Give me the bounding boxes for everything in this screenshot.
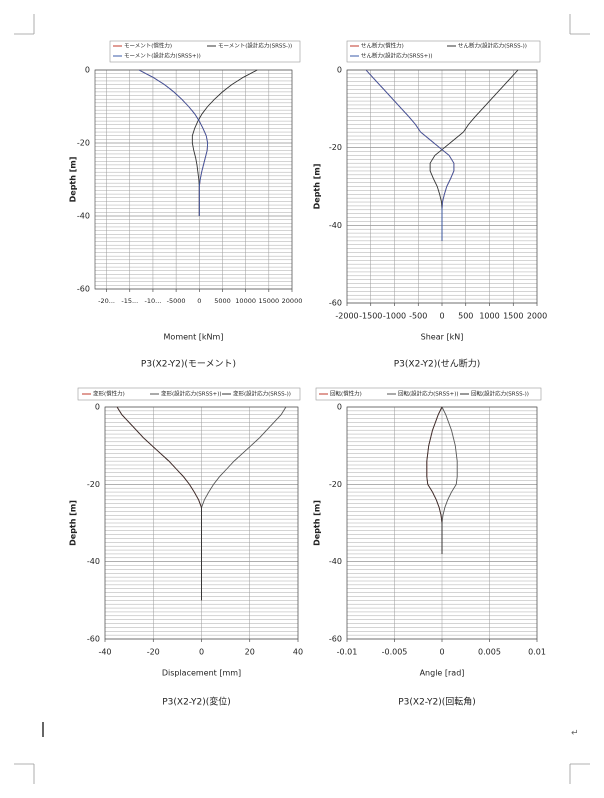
series-line: [138, 69, 209, 216]
x-tick-label: -40: [98, 648, 111, 657]
y-tick-label: -60: [87, 635, 100, 644]
y-axis-label: Depth [m]: [313, 500, 322, 546]
legend-label: 回転(設計応力(SRSS+)): [398, 390, 459, 398]
y-axis-label: Depth [m]: [313, 164, 322, 210]
y-tick-label: -20: [329, 143, 342, 152]
y-tick-label: 0: [337, 403, 342, 412]
legend-label: 回転(慣性力): [330, 390, 362, 398]
x-tick-label: 20000: [282, 297, 303, 305]
y-tick-label: -20: [329, 480, 342, 489]
legend-label: モーメント(設計応力(SRSS+)): [124, 52, 201, 60]
y-tick-label: 0: [337, 66, 342, 75]
x-tick-label: 20: [245, 648, 255, 657]
legend-box: [109, 40, 301, 63]
x-tick-label: 10000: [235, 297, 256, 305]
plot-frame: [94, 69, 293, 290]
series-line: [116, 406, 202, 601]
legend-label: モーメント(慣性力): [124, 42, 172, 50]
series-line: [365, 69, 455, 241]
x-tick-label: -5000: [167, 297, 186, 305]
x-tick-label: 15000: [258, 297, 279, 305]
y-axis-label: Depth [m]: [69, 157, 78, 203]
plot-frame: [346, 69, 538, 304]
y-tick-label: -40: [77, 212, 90, 221]
x-tick-label: 0: [197, 297, 201, 305]
x-axis-label: Displacement [mm]: [162, 669, 241, 678]
y-tick-label: -60: [329, 635, 342, 644]
x-tick-label: 1000: [479, 312, 499, 321]
legend-label: モーメント(設計応力(SRSS-)): [218, 42, 292, 50]
y-tick-label: -40: [329, 221, 342, 230]
chart-caption: P3(X2-Y2)(モーメント): [141, 360, 236, 370]
x-tick-label: -2000: [335, 312, 358, 321]
y-axis-label: Depth [m]: [69, 500, 78, 546]
legend-label: せん断力(設計応力(SRSS+)): [361, 52, 433, 60]
legend-label: 変形(設計応力(SRSS-)): [233, 390, 291, 398]
x-tick-label: -10...: [145, 297, 162, 305]
legend-label: 回転(設計応力(SRSS-)): [471, 390, 529, 398]
series-line: [201, 406, 287, 601]
x-tick-label: 0.005: [478, 648, 501, 657]
legend-label: 変形(慣性力): [93, 390, 125, 398]
chart-caption: P3(X2-Y2)(回転角): [398, 696, 476, 708]
series-line: [426, 406, 443, 554]
x-tick-label: -500: [409, 312, 427, 321]
x-tick-label: 2000: [527, 312, 547, 321]
chart-caption: P3(X2-Y2)(せん断力): [394, 358, 481, 370]
x-tick-label: 0: [439, 648, 444, 657]
y-tick-label: -60: [329, 299, 342, 308]
x-axis-label: Angle [rad]: [420, 669, 465, 678]
x-tick-label: 0: [439, 312, 444, 321]
x-tick-label: -1500: [359, 312, 382, 321]
legend-box: [77, 387, 301, 401]
legend-label: せん断力(設計応力(SRSS-)): [458, 42, 527, 50]
x-tick-label: -15...: [121, 297, 138, 305]
x-tick-label: -1000: [383, 312, 406, 321]
x-tick-label: 0: [199, 648, 204, 657]
plot-frame: [104, 406, 299, 640]
y-tick-label: 0: [95, 403, 100, 412]
x-axis-label: Shear [kN]: [421, 333, 464, 342]
x-tick-label: 500: [458, 312, 473, 321]
crop-marks: [14, 14, 590, 784]
x-tick-label: -0.01: [337, 648, 358, 657]
paragraph-mark: ↵: [571, 729, 579, 739]
series-line: [191, 69, 258, 216]
legend-box: [346, 40, 541, 63]
x-tick-label: 1500: [503, 312, 523, 321]
chart-caption: P3(X2-Y2)(変位): [162, 696, 231, 708]
legend-box: [315, 387, 542, 401]
y-tick-label: -40: [329, 557, 342, 566]
legend-label: せん断力(慣性力): [361, 42, 404, 50]
x-tick-label: 0.01: [528, 648, 546, 657]
series-line: [429, 69, 519, 241]
legend-label: 変形(設計応力(SRSS+)): [161, 390, 222, 398]
x-tick-label: 5000: [214, 297, 231, 305]
y-tick-label: -60: [77, 285, 90, 294]
x-tick-label: -20...: [98, 297, 115, 305]
y-tick-label: -20: [77, 139, 90, 148]
y-tick-label: -20: [87, 480, 100, 489]
x-axis-label: Moment [kNm]: [164, 333, 224, 342]
series-line: [441, 406, 458, 554]
y-tick-label: 0: [85, 66, 90, 75]
x-tick-label: -20: [147, 648, 160, 657]
y-tick-label: -40: [87, 557, 100, 566]
x-tick-label: 40: [293, 648, 303, 657]
x-tick-label: -0.005: [382, 648, 408, 657]
